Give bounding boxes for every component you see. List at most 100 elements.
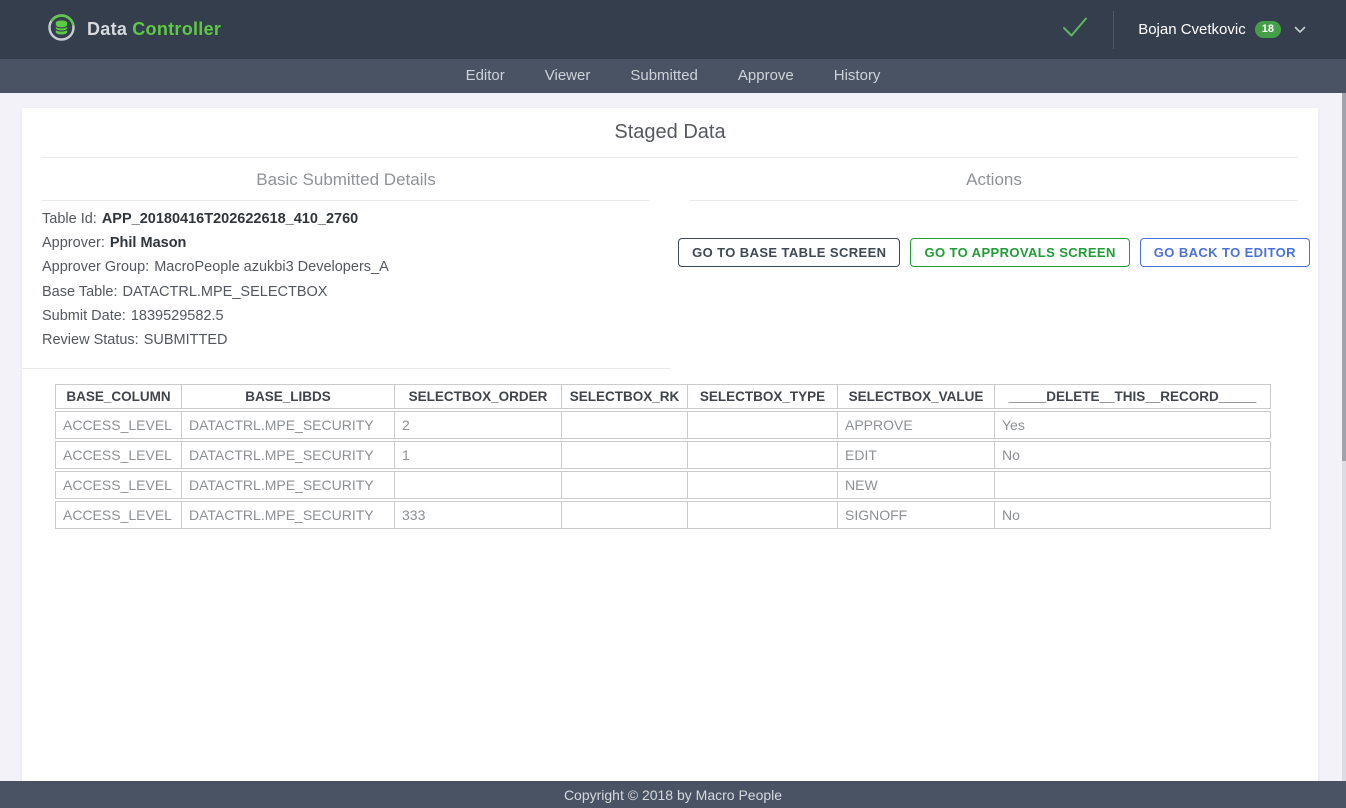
- detail-value: DATACTRL.MPE_SELECTBOX: [122, 283, 328, 300]
- table-cell: ACCESS_LEVEL: [55, 471, 182, 500]
- details-heading: Basic Submitted Details: [256, 170, 436, 189]
- table-row: ACCESS_LEVEL DATACTRL.MPE_SECURITY 1 EDI…: [55, 441, 1271, 470]
- check-icon: [1061, 15, 1089, 44]
- column-header-base-libds[interactable]: BASE_LIBDS: [182, 384, 395, 410]
- scrollbar-track[interactable]: [1342, 93, 1346, 781]
- table-cell: EDIT: [838, 441, 995, 470]
- detail-submit-date: Submit Date: 1839529582.5: [42, 304, 670, 328]
- tab-history[interactable]: History: [833, 67, 881, 84]
- table-cell: 333: [395, 501, 562, 530]
- app-header: Data Controller Bojan Cvetkovic 18: [0, 0, 1346, 59]
- column-header-selectbox-order[interactable]: SELECTBOX_ORDER: [395, 384, 562, 410]
- column-header-base-column[interactable]: BASE_COLUMN: [55, 384, 182, 410]
- detail-approver-group: Approver Group: MacroPeople azukbi3 Devel…: [42, 255, 670, 279]
- app-footer: Copyright © 2018 by Macro People: [0, 781, 1346, 808]
- table-cell: [395, 471, 562, 500]
- staged-data-card: Staged Data Basic Submitted Details Tabl…: [22, 108, 1318, 781]
- table-cell: DATACTRL.MPE_SECURITY: [182, 471, 395, 500]
- table-cell: No: [995, 441, 1271, 470]
- user-name: Bojan Cvetkovic: [1138, 21, 1246, 38]
- staged-data-table-wrap: BASE_COLUMN BASE_LIBDS SELECTBOX_ORDER S…: [55, 382, 1318, 531]
- detail-label: Review Status:: [42, 332, 139, 349]
- detail-value: APP_20180416T202622618_410_2760: [101, 211, 359, 227]
- table-cell: SIGNOFF: [838, 501, 995, 530]
- column-header-delete-record[interactable]: _____DELETE__THIS__RECORD_____: [995, 384, 1271, 410]
- logo[interactable]: Data Controller: [46, 12, 221, 48]
- page-title: Staged Data: [614, 121, 726, 143]
- actions-heading: Actions: [966, 170, 1022, 189]
- logo-text-primary: Data: [87, 19, 128, 39]
- table-cell: [562, 501, 688, 530]
- detail-value: Phil Mason: [109, 235, 187, 252]
- go-to-base-table-button[interactable]: GO TO BASE TABLE SCREEN: [678, 238, 901, 267]
- detail-label: Approver Group:: [42, 259, 150, 276]
- table-cell: [688, 441, 838, 470]
- tab-viewer[interactable]: Viewer: [544, 67, 591, 84]
- table-cell: 1: [395, 441, 562, 470]
- header-right: Bojan Cvetkovic 18: [1061, 10, 1306, 49]
- detail-label: Base Table:: [42, 283, 118, 300]
- title-divider: [42, 157, 1298, 158]
- copyright-text: Copyright © 2018 by Macro People: [563, 786, 783, 803]
- detail-label: Table Id:: [42, 211, 97, 227]
- detail-value: 1839529582.5: [130, 307, 224, 324]
- notification-badge: 18: [1254, 21, 1281, 38]
- detail-value: SUBMITTED: [143, 332, 228, 349]
- tab-approve[interactable]: Approve: [737, 67, 794, 84]
- detail-label: Approver:: [42, 235, 105, 252]
- detail-label: Submit Date:: [42, 307, 126, 324]
- tab-submitted[interactable]: Submitted: [630, 67, 698, 84]
- table-cell: APPROVE: [838, 411, 995, 440]
- table-row: ACCESS_LEVEL DATACTRL.MPE_SECURITY NEW: [55, 471, 1271, 500]
- column-header-selectbox-value[interactable]: SELECTBOX_VALUE: [838, 384, 995, 410]
- table-cell: DATACTRL.MPE_SECURITY: [182, 501, 395, 530]
- table-cell: Yes: [995, 411, 1271, 440]
- table-cell: [562, 411, 688, 440]
- detail-table-id: Table Id: APP_20180416T202622618_410_2760: [42, 207, 670, 231]
- actions-divider: [690, 200, 1298, 201]
- column-header-selectbox-type[interactable]: SELECTBOX_TYPE: [688, 384, 838, 410]
- main-nav: Editor Viewer Submitted Approve History: [0, 59, 1346, 93]
- table-row: ACCESS_LEVEL DATACTRL.MPE_SECURITY 333 S…: [55, 501, 1271, 530]
- details-list: Table Id: APP_20180416T202622618_410_2760…: [22, 201, 670, 352]
- table-cell: [562, 471, 688, 500]
- table-cell: [562, 441, 688, 470]
- table-cell: DATACTRL.MPE_SECURITY: [182, 441, 395, 470]
- logo-text: Data Controller: [87, 19, 221, 40]
- scrollbar-thumb[interactable]: [1342, 93, 1346, 461]
- column-header-selectbox-rk[interactable]: SELECTBOX_RK: [562, 384, 688, 410]
- detail-review-status: Review Status: SUBMITTED: [42, 328, 670, 352]
- chevron-down-icon: [1294, 26, 1306, 34]
- table-cell: DATACTRL.MPE_SECURITY: [182, 411, 395, 440]
- logo-text-accent: Controller: [132, 19, 222, 39]
- database-sync-icon: [46, 12, 77, 48]
- table-cell: No: [995, 501, 1271, 530]
- details-divider: [42, 200, 650, 201]
- header-divider: [1113, 10, 1115, 49]
- table-cell: ACCESS_LEVEL: [55, 411, 182, 440]
- detail-base-table: Base Table: DATACTRL.MPE_SELECTBOX: [42, 280, 670, 304]
- tab-editor[interactable]: Editor: [465, 67, 505, 84]
- detail-value: MacroPeople azukbi3 Developers_A: [154, 259, 389, 276]
- staged-data-table: BASE_COLUMN BASE_LIBDS SELECTBOX_ORDER S…: [55, 382, 1271, 531]
- details-actions-row: Basic Submitted Details Table Id: APP_201…: [22, 158, 1318, 370]
- table-cell: NEW: [838, 471, 995, 500]
- detail-approver: Approver: Phil Mason: [42, 231, 670, 255]
- table-row: ACCESS_LEVEL DATACTRL.MPE_SECURITY 2 APP…: [55, 411, 1271, 440]
- user-menu[interactable]: Bojan Cvetkovic 18: [1138, 21, 1306, 38]
- table-cell: 2: [395, 411, 562, 440]
- table-header-row: BASE_COLUMN BASE_LIBDS SELECTBOX_ORDER S…: [55, 384, 1271, 410]
- table-cell: [688, 411, 838, 440]
- table-cell: [688, 471, 838, 500]
- main-area: Staged Data Basic Submitted Details Tabl…: [0, 93, 1346, 781]
- basic-submitted-details-section: Basic Submitted Details Table Id: APP_201…: [22, 158, 670, 370]
- go-to-approvals-button[interactable]: GO TO APPROVALS SCREEN: [910, 238, 1130, 267]
- table-cell: ACCESS_LEVEL: [55, 441, 182, 470]
- actions-section: Actions GO TO BASE TABLE SCREEN GO TO AP…: [670, 158, 1318, 369]
- table-cell: [995, 471, 1271, 500]
- actions-button-row: GO TO BASE TABLE SCREEN GO TO APPROVALS …: [670, 238, 1318, 267]
- go-back-to-editor-button[interactable]: GO BACK TO EDITOR: [1139, 238, 1310, 267]
- table-cell: [688, 501, 838, 530]
- table-cell: ACCESS_LEVEL: [55, 501, 182, 530]
